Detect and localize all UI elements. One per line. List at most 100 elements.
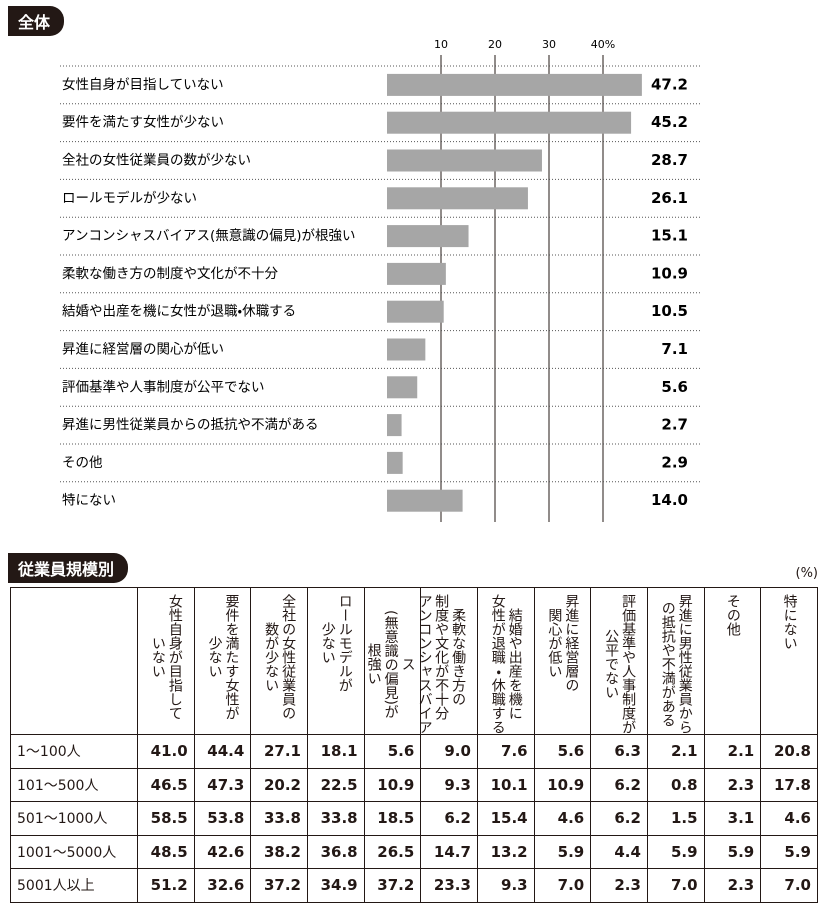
table-cell: 9.3 [476, 868, 535, 903]
table-cell: 20.2 [250, 767, 308, 802]
column-header-text: 評価基準や人事制度が 公平でない [603, 594, 637, 734]
x-tick-label: 20 [488, 38, 502, 51]
table-row: 501～1000人 58.5 53.8 33.8 33.8 18.5 6.2 15.4 4.6 6… [10, 801, 818, 836]
category-label: ロールモデルが少ない [62, 189, 197, 206]
table-cell: 58.5 [137, 801, 195, 836]
value-label: 10.5 [651, 302, 688, 320]
table-cell: 41.0 [137, 734, 195, 769]
row-label: 101～500人 [10, 767, 138, 802]
row-label: 1～100人 [10, 734, 138, 769]
bar [387, 187, 528, 210]
value-label: 2.7 [661, 416, 688, 434]
column-header: 昇進に経営層の 関心が低い [533, 587, 592, 735]
table-cell: 5.9 [646, 834, 705, 869]
table-cell: 7.0 [760, 868, 818, 903]
bar [387, 489, 463, 512]
table-cell: 51.2 [137, 868, 195, 903]
value-label: 28.7 [651, 151, 688, 169]
table-cell: 3.1 [703, 801, 762, 836]
value-label: 45.2 [651, 113, 688, 131]
table-cell: 2.3 [703, 767, 762, 802]
table-cell: 48.5 [137, 834, 195, 869]
row-label: 1001～5000人 [10, 834, 138, 869]
table-cell: 2.1 [703, 734, 762, 769]
table-cell: 5.9 [760, 834, 818, 869]
table-cell: 18.5 [363, 801, 422, 836]
table-cell: 0.8 [646, 767, 705, 802]
x-tick-label: 40% [591, 38, 615, 51]
data-table: 女性自身が目指して いない 要件を満たす女性が 少ない 全社の女性従業員の 数が少な… [10, 587, 818, 903]
table-cell: 27.1 [250, 734, 308, 769]
table-cell: 37.2 [363, 868, 422, 903]
table-cell: 34.9 [306, 868, 365, 903]
column-header: 要件を満たす女性が 少ない [193, 587, 252, 735]
bar [387, 111, 632, 134]
table-cell: 26.5 [363, 834, 422, 869]
x-tick-label: 30 [542, 38, 556, 51]
table-cell: 10.9 [533, 767, 592, 802]
table-cell: 14.7 [420, 834, 478, 869]
table-cell: 10.9 [363, 767, 422, 802]
column-header-text: 柔軟な働き方の 制度や文化が不十分 [433, 594, 467, 720]
bar [387, 376, 418, 399]
table-cell: 15.4 [476, 801, 535, 836]
table-cell: 4.6 [533, 801, 592, 836]
table-cell: 2.3 [590, 868, 648, 903]
bar [387, 300, 444, 323]
table-cell: 2.3 [703, 868, 762, 903]
column-header-text: 昇進に男性従業員から の抵抗や不満がある [659, 594, 693, 734]
table-cell: 46.5 [137, 767, 195, 802]
header-row: 女性自身が目指して いない 要件を満たす女性が 少ない 全社の女性従業員の 数が少な… [10, 587, 818, 735]
table-cell: 10.1 [476, 767, 535, 802]
row-label: 5001人以上 [10, 868, 138, 903]
column-header-text: 全社の女性従業員の 数が少ない [263, 594, 297, 720]
table-cell: 17.8 [760, 767, 818, 802]
bar [387, 149, 542, 172]
category-label: 柔軟な働き方の制度や文化が不十分 [62, 266, 278, 282]
table-cell: 7.0 [646, 868, 705, 903]
category-label: 評価基準や人事制度が公平でない [62, 378, 265, 395]
table-cell: 42.6 [193, 834, 252, 869]
value-label: 5.6 [661, 378, 688, 396]
table-cell: 6.3 [590, 734, 648, 769]
table-row: 1001～5000人 48.5 42.6 38.2 36.8 26.5 14.7 13.2 5.… [10, 834, 818, 869]
table-cell: 7.6 [476, 734, 535, 769]
table-cell: 1.5 [646, 801, 705, 836]
column-header: アンコンシャスバイアス (無意識の偏見)が 根強い [363, 587, 433, 735]
section-label: 全体 [8, 6, 65, 36]
bar [387, 225, 469, 248]
table-cell: 6.2 [590, 801, 648, 836]
bar [387, 262, 446, 285]
table-cell: 5.9 [533, 834, 592, 869]
category-label: 要件を満たす女性が少ない [62, 115, 224, 131]
bar [387, 73, 642, 96]
category-label: 昇進に男性従業員からの抵抗や不満がある [62, 417, 319, 433]
column-header-text: 女性自身が目指して いない [149, 594, 183, 720]
value-label: 47.2 [651, 75, 688, 93]
category-label: アンコンシャスバイアス(無意識の偏見)が根強い [62, 228, 356, 244]
table-cell: 44.4 [193, 734, 252, 769]
category-label: その他 [62, 455, 103, 471]
table-cell: 33.8 [306, 801, 365, 836]
table-cell: 6.2 [590, 767, 648, 802]
bar [387, 414, 402, 437]
table-cell: 4.6 [760, 801, 818, 836]
x-tick-label: 10 [434, 38, 448, 51]
category-label: 女性自身が目指していない [62, 77, 224, 93]
table-cell: 22.5 [306, 767, 365, 802]
column-header-text: 昇進に経営層の 関心が低い [546, 594, 580, 692]
table-cell: 6.2 [420, 801, 478, 836]
column-header-text: 特にない [781, 594, 798, 650]
column-header: 女性自身が目指して いない [137, 587, 195, 735]
table-cell: 2.1 [646, 734, 705, 769]
section-label: 従業員規模別 [8, 553, 129, 583]
corner-cell [10, 587, 138, 735]
column-header-text: その他 [724, 594, 741, 636]
bar [387, 338, 426, 361]
bar [387, 451, 403, 474]
column-header: 昇進に男性従業員から の抵抗や不満がある [646, 587, 705, 735]
table-cell: 7.0 [533, 868, 592, 903]
value-label: 14.0 [651, 491, 688, 509]
